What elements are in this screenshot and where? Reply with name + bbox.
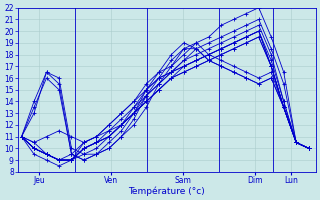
X-axis label: Température (°c): Température (°c)	[129, 186, 205, 196]
